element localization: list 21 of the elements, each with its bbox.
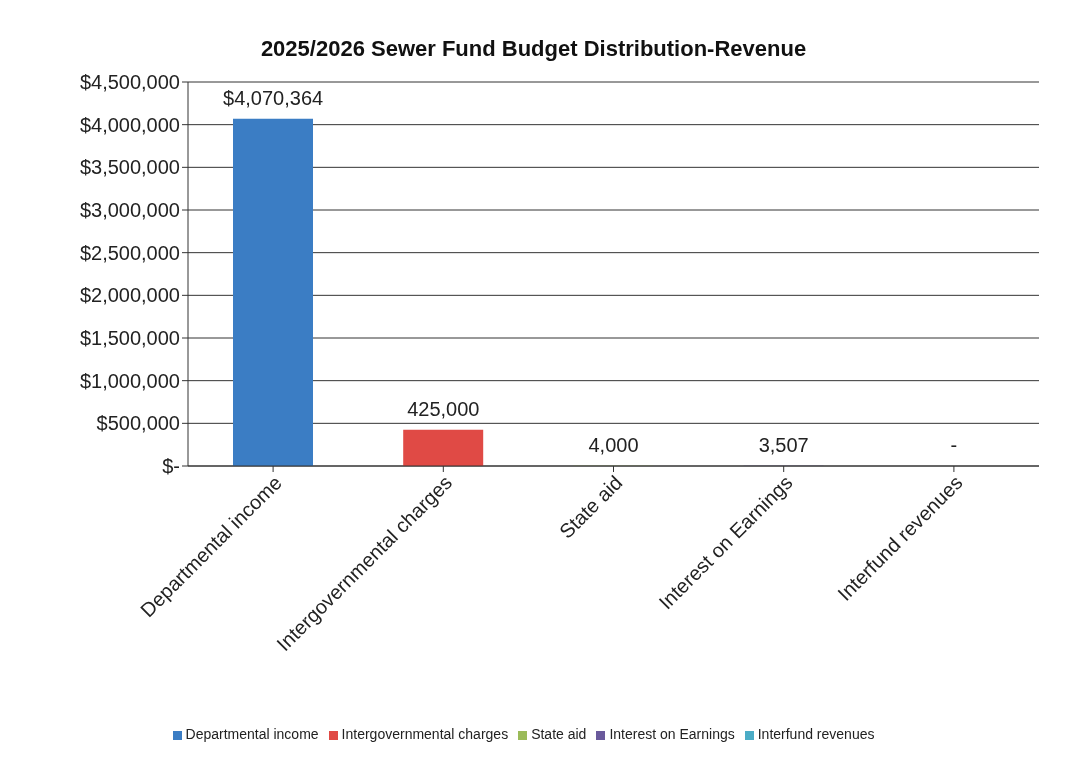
y-tick-label: $500,000 bbox=[96, 412, 180, 435]
y-tick-label: $2,500,000 bbox=[79, 241, 180, 264]
chart-title: 2025/2026 Sewer Fund Budget Distribution-Revenue bbox=[259, 35, 808, 62]
data-label: 425,000 bbox=[407, 397, 480, 420]
legend-label: State aid bbox=[531, 726, 587, 742]
data-label: 4,000 bbox=[588, 433, 639, 456]
y-tick-label: $1,000,000 bbox=[79, 369, 180, 392]
y-tick-label: $3,500,000 bbox=[79, 156, 180, 179]
y-tick-label: $4,500,000 bbox=[79, 71, 180, 94]
y-tick-label: $2,000,000 bbox=[79, 284, 180, 307]
y-tick-label: $3,000,000 bbox=[79, 199, 180, 222]
legend-label: Intergovernmental charges bbox=[341, 726, 509, 742]
data-label: 3,507 bbox=[758, 433, 809, 456]
y-tick-label: $- bbox=[162, 455, 180, 478]
data-label: - bbox=[950, 434, 958, 456]
data-label: $4,070,364 bbox=[223, 86, 324, 109]
y-tick-label: $1,500,000 bbox=[79, 327, 180, 350]
legend-label: Departmental income bbox=[185, 726, 319, 742]
y-tick-label: $4,000,000 bbox=[79, 113, 180, 136]
legend-label: Interfund revenues bbox=[757, 726, 875, 742]
legend-label: Interest on Earnings bbox=[609, 726, 735, 742]
